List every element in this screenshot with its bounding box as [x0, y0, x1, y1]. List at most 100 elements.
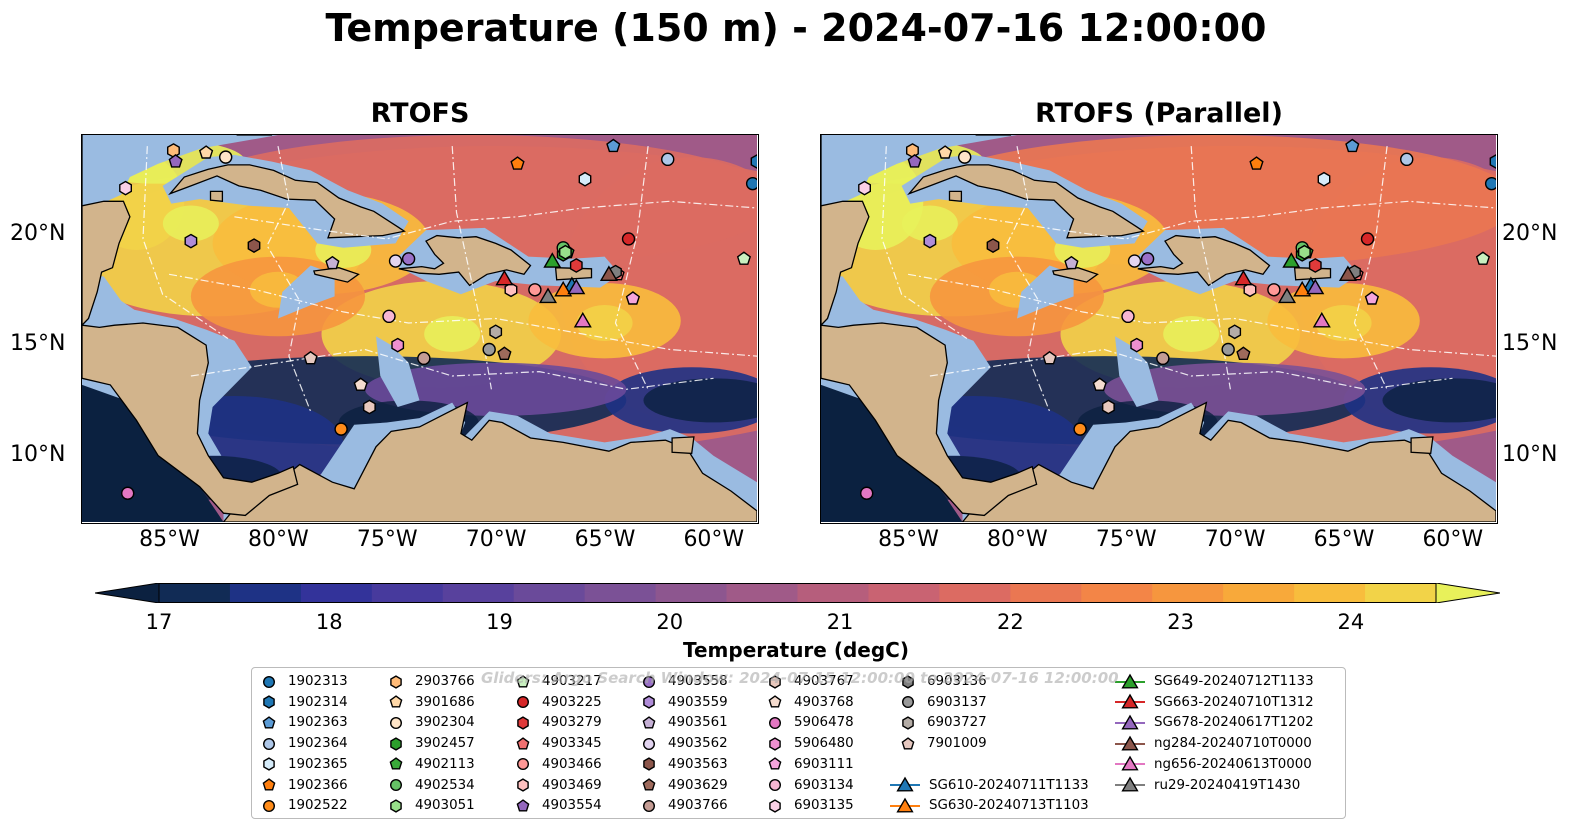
legend-symbol-1902363 [262, 716, 276, 729]
legend-label: 1902363 [288, 715, 348, 731]
legend-marker-4903469 [517, 778, 529, 792]
float-5906480-rtofs [391, 337, 405, 353]
legend-item-4903554: 4903554 [512, 795, 602, 816]
legend-label: 7901009 [927, 736, 987, 752]
lon-tick-label-rtofs-parallel-4: 65°W [1313, 527, 1375, 552]
lat-tick-label-right-0: 20°N [1502, 220, 1558, 246]
colorbar-segment-9 [797, 583, 869, 603]
legend-label: 6903136 [927, 674, 987, 689]
eez-boundary-3 [266, 145, 312, 412]
pacific-region [82, 378, 224, 522]
float-4903469-rtofs-parallel [1243, 282, 1257, 298]
legend-marker-5906480 [769, 736, 781, 751]
legend-item-5906480: 5906480 [764, 733, 854, 754]
glider-SG630-20240713T1103-rtofs-parallel [1293, 280, 1312, 297]
legend-symbol-3902457 [390, 736, 402, 751]
legend-symbol-4903469 [517, 778, 529, 792]
float-4903563-rtofs [247, 238, 261, 254]
eez-boundary-5 [1353, 146, 1388, 390]
legend-symbol-2903766 [390, 674, 402, 689]
legend-item-4902534: 4902534 [385, 775, 475, 796]
float-1902313-rtofs [745, 176, 757, 191]
map-svg-rtofs-parallel [821, 135, 1496, 522]
warm-core-2 [1163, 316, 1220, 353]
legend-item-SG663-20240710T1312: SG663-20240710T1312 [1114, 692, 1314, 713]
legend-label: 1902313 [288, 674, 348, 689]
colorbar-segment-17 [1365, 583, 1437, 603]
float-4903629-rtofs [497, 346, 512, 361]
land-yucatan [821, 135, 870, 327]
shallow-shelf-5 [1115, 336, 1159, 407]
legend-item-SG610-20240711T1133: SG610-20240711T1133 [889, 775, 1089, 796]
glider-ng284-20240710T0000-rtofs-parallel [1338, 265, 1357, 282]
legend-symbol-4903561 [642, 716, 656, 729]
colorbar [94, 582, 1501, 604]
lat-tick-label-left-2: 10°N [10, 441, 66, 467]
legend-marker-6903727 [902, 716, 914, 730]
float-4903563-rtofs-parallel [986, 238, 1000, 254]
float-4903466-rtofs [528, 283, 542, 297]
legend-label: ru29-20240419T1430 [1154, 777, 1301, 793]
float-4903629-rtofs-parallel [1236, 346, 1251, 361]
legend-marker-7901009 [901, 736, 915, 750]
legend-marker-4902113 [389, 757, 403, 770]
legend-marker-4903562 [642, 737, 656, 750]
float-4903767-rtofs [363, 399, 376, 415]
glider-ng284-20240710T0000-rtofs [599, 265, 618, 282]
legend-symbol-6903134 [768, 778, 782, 792]
legend-marker-4902534 [389, 778, 403, 792]
legend-marker-4903558 [642, 675, 656, 688]
eez-boundary-1 [907, 273, 1496, 357]
land-hispaniola [398, 234, 532, 287]
map-svg-rtofs [82, 135, 757, 522]
legend-label: 1902366 [288, 777, 348, 793]
legend-label: 6903727 [927, 715, 987, 731]
legend-marker-4903768 [768, 695, 782, 708]
float-6903111-rtofs-parallel [1364, 291, 1380, 305]
legend-item-ng284-20240710T0000: ng284-20240710T0000 [1114, 733, 1312, 754]
float-4903554-rtofs [168, 154, 183, 168]
legend-label: 1902364 [288, 736, 348, 752]
float-6903135-rtofs [119, 180, 132, 196]
legend-label: ng284-20240710T0000 [1154, 736, 1312, 752]
lon-tick-label-rtofs-5: 60°W [683, 527, 745, 552]
legend-symbol-4903558 [642, 675, 656, 688]
legend-symbol-4902534 [389, 778, 403, 792]
land-cuba [168, 164, 406, 239]
legend-label: 4903225 [542, 694, 602, 710]
legend-item-4903768: 4903768 [764, 692, 854, 713]
legend-symbol-ng284-20240710T0000 [1121, 735, 1139, 751]
float-6903134-rtofs [382, 309, 396, 324]
legend-symbol-SG663-20240710T1312 [1121, 693, 1139, 709]
legend-symbol-5906480 [769, 736, 781, 751]
legend-symbol-1902365 [263, 757, 275, 772]
legend-item-6903136: 6903136 [897, 671, 987, 692]
map-panel-rtofs-parallel [820, 134, 1498, 524]
legend-marker-ru29-20240419T1430 [1115, 776, 1145, 792]
float-1902365-rtofs-parallel [1317, 171, 1331, 187]
float-6903134-rtofs-parallel [1121, 309, 1135, 324]
legend-marker-4903217 [516, 674, 530, 688]
legend-symbol-4903562 [642, 737, 656, 750]
panel-title-rtofs: RTOFS [370, 98, 470, 129]
legend-symbol-SG610-20240711T1133 [896, 776, 914, 792]
legend-marker-SG649-20240712T1133 [1115, 673, 1145, 689]
float-1902363-rtofs-parallel [1345, 138, 1360, 153]
eez-boundary-2 [929, 348, 1453, 390]
legend-label: 4903767 [794, 674, 854, 689]
cold-region-2 [1382, 378, 1496, 423]
legend-label: 4903768 [794, 694, 854, 710]
glider-ru29-20240419T1430-rtofs-parallel [1277, 287, 1297, 304]
float-3902304-rtofs-parallel [958, 150, 972, 164]
legend-item-4903562: 4903562 [638, 733, 728, 754]
legend-item-3901686: 3901686 [385, 692, 475, 713]
legend-item-4903051: 4903051 [385, 795, 475, 816]
colorbar-segment-10 [868, 583, 940, 603]
legend-marker-6903111 [768, 757, 782, 770]
colorbar-segment-8 [726, 583, 798, 603]
map-panel-rtofs [81, 134, 759, 524]
float-3901686-rtofs-parallel [937, 145, 953, 159]
legend-item-SG678-20240617T1202: SG678-20240617T1202 [1114, 712, 1314, 733]
colorbar-tick-label-1: 18 [315, 610, 343, 634]
legend-symbol-1902313 [262, 675, 276, 688]
